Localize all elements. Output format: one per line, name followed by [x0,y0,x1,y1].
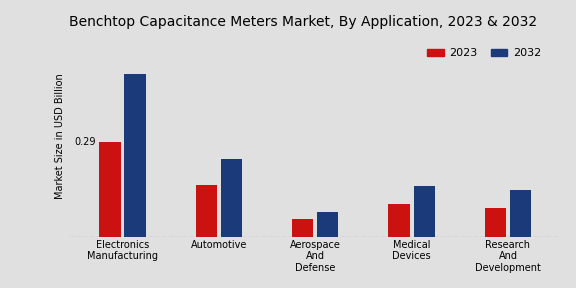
Bar [124,73,146,237]
Text: 0.29: 0.29 [74,137,96,147]
Y-axis label: Market Size in USD Billion: Market Size in USD Billion [55,73,65,198]
Bar [414,186,435,237]
Bar [510,190,531,237]
Text: Benchtop Capacitance Meters Market, By Application, 2023 & 2032: Benchtop Capacitance Meters Market, By A… [70,15,537,29]
Bar [485,208,506,237]
Legend: 2023, 2032: 2023, 2032 [422,44,545,63]
Bar [221,159,242,237]
Bar [317,211,338,237]
Bar [100,142,120,237]
Bar [292,219,313,237]
Bar [196,185,217,237]
Bar [388,204,410,237]
